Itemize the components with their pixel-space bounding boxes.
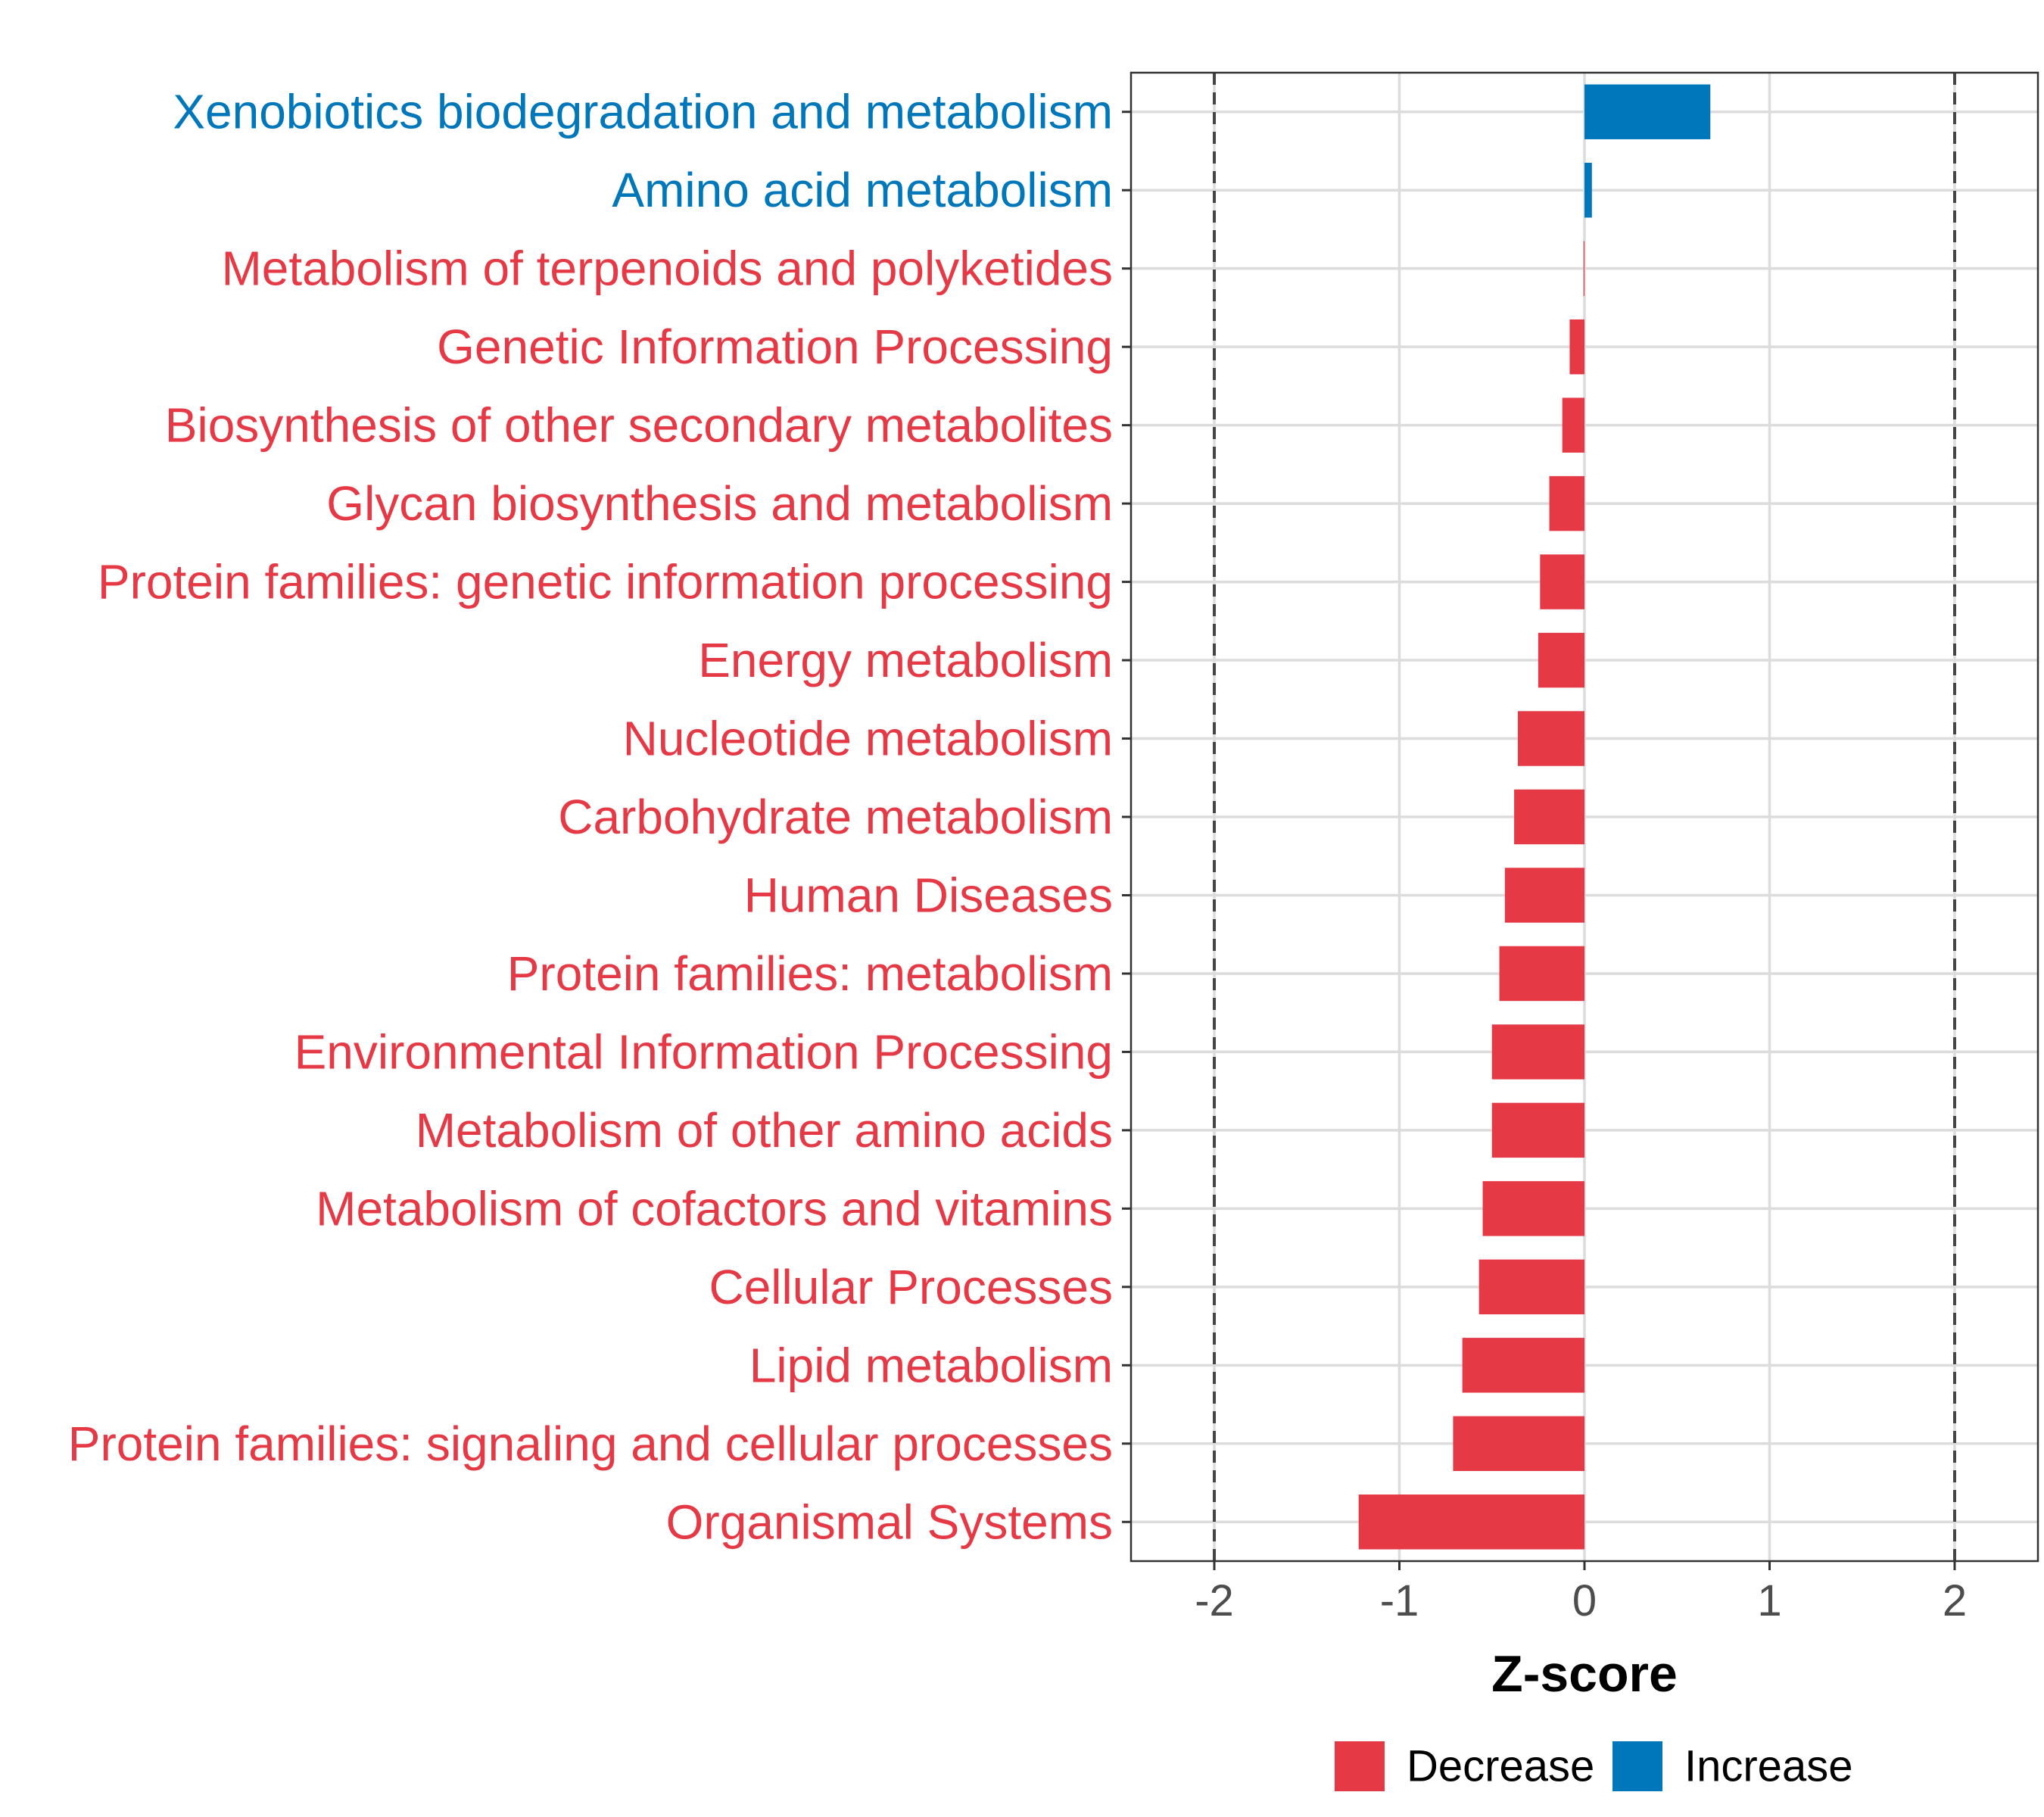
category-label: Protein families: signaling and cellular… [68, 1417, 1113, 1471]
category-label: Organismal Systems [666, 1494, 1113, 1549]
category-label: Metabolism of cofactors and vitamins [316, 1181, 1113, 1236]
bar [1478, 1259, 1584, 1315]
category-label: Human Diseases [744, 868, 1113, 922]
category-label: Metabolism of other amino acids [416, 1103, 1113, 1158]
category-label: Lipid metabolism [749, 1338, 1113, 1392]
bar [1499, 946, 1584, 1002]
category-label: Genetic Information Processing [437, 319, 1113, 374]
category-labels: Xenobiotics biodegradation and metabolis… [68, 85, 1113, 1550]
category-label: Cellular Processes [709, 1260, 1113, 1314]
bar [1453, 1416, 1584, 1472]
bar [1562, 397, 1584, 453]
category-label: Glycan biosynthesis and metabolism [326, 476, 1113, 531]
category-label: Metabolism of terpenoids and polyketides [221, 242, 1113, 296]
legend-label-decrease: Decrease [1407, 1742, 1594, 1791]
bar [1491, 1024, 1584, 1080]
bar [1584, 84, 1711, 139]
category-label: Amino acid metabolism [612, 163, 1113, 217]
bar [1584, 162, 1592, 218]
bar [1358, 1494, 1584, 1550]
legend-swatch-decrease [1335, 1741, 1385, 1791]
x-axis-title: Z-score [1491, 1645, 1678, 1703]
category-label: Carbohydrate metabolism [558, 790, 1113, 844]
category-label: Protein families: genetic information pr… [98, 555, 1113, 609]
legend-label-increase: Increase [1684, 1742, 1852, 1791]
legend-swatch-increase [1612, 1741, 1662, 1791]
bar [1538, 632, 1584, 688]
bar [1482, 1181, 1584, 1236]
bar [1462, 1338, 1584, 1393]
x-tick-label: 2 [1943, 1576, 1967, 1625]
reference-lines [1213, 73, 1956, 1561]
category-label: Xenobiotics biodegradation and metabolis… [173, 85, 1113, 139]
category-label: Environmental Information Processing [294, 1024, 1113, 1079]
bar [1549, 475, 1584, 531]
bar [1517, 711, 1584, 766]
y-axis-ticks [1122, 111, 1131, 1523]
x-tick-label: -2 [1195, 1576, 1234, 1625]
bar [1540, 554, 1584, 609]
bar [1569, 319, 1584, 375]
x-tick-label: 1 [1757, 1576, 1781, 1625]
x-tick-labels: -2 -1 0 1 2 [1195, 1576, 1967, 1625]
x-tick-label: 0 [1572, 1576, 1597, 1625]
legend: Decrease Increase [1335, 1741, 1852, 1791]
bar [1491, 1102, 1584, 1158]
x-axis-ticks [1213, 1561, 1956, 1570]
category-label: Biosynthesis of other secondary metaboli… [165, 398, 1113, 453]
bar [1514, 789, 1584, 845]
bars [1358, 84, 1711, 1550]
category-label: Protein families: metabolism [507, 946, 1113, 1001]
category-label: Energy metabolism [698, 633, 1113, 687]
x-tick-label: -1 [1380, 1576, 1419, 1625]
bar [1504, 868, 1584, 923]
category-label: Nucleotide metabolism [623, 712, 1113, 766]
